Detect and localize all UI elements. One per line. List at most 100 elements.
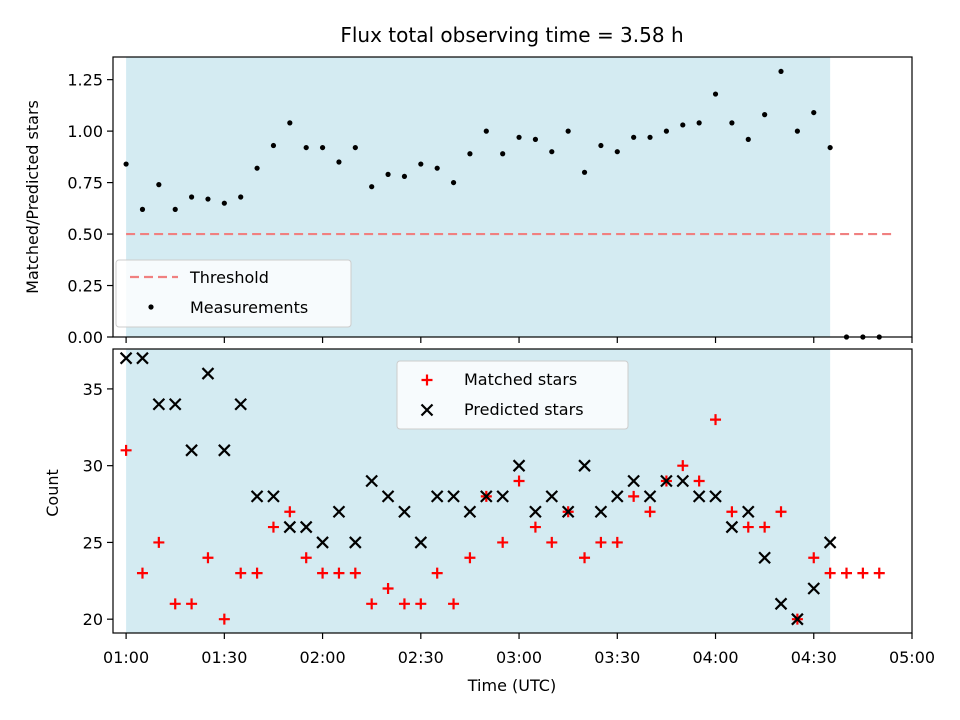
predicted-star-point: [430, 490, 444, 503]
matched-star-point: [677, 460, 689, 472]
measurement-point: [565, 128, 571, 134]
matched-star-point: [873, 567, 885, 579]
predicted-star-point: [774, 597, 788, 611]
measurement-point: [532, 136, 539, 142]
matched-star-point: [136, 567, 148, 579]
measurement-point: [549, 149, 555, 155]
predicted-star-point: [283, 520, 297, 534]
measurement-point: [303, 144, 309, 151]
matched-star-point: [349, 567, 361, 579]
matched-star-point: [824, 567, 836, 579]
predicted-star-point: [250, 490, 264, 503]
measurement-point: [172, 206, 178, 212]
predicted-star-point: [299, 520, 313, 534]
bottom-y-axis-label: Count: [43, 469, 62, 517]
predicted-star-point: [349, 536, 362, 549]
top-y-ticks: 0.00 0.25 0.50 0.75 1.00 1.25: [67, 71, 113, 347]
predicted-star-point: [463, 505, 477, 519]
legend-matched-marker: [421, 374, 433, 386]
bottom-legend-box: [396, 360, 629, 430]
predicted-star-point: [807, 582, 821, 595]
top-y-tick-label: 0.25: [67, 277, 103, 296]
matched-star-point: [382, 582, 394, 594]
measurement-point: [385, 171, 391, 177]
measurement-point: [418, 161, 424, 167]
legend-plus: [421, 374, 433, 386]
matched-star-point: [611, 536, 623, 548]
measurement-point: [434, 165, 440, 171]
top-y-tick-label: 0.00: [67, 328, 103, 347]
measurement-point: [778, 68, 784, 75]
top-legend: Threshold Measurements: [115, 259, 352, 328]
predicted-star-point: [332, 505, 346, 519]
predicted-star-point: [692, 490, 706, 503]
measurement-point: [139, 206, 146, 212]
predicted-star-point: [496, 490, 509, 503]
measurement-point: [156, 182, 162, 188]
predicted-stars-points: [119, 351, 837, 626]
measurement-point: [500, 151, 506, 157]
matched-star-point: [808, 552, 820, 564]
predicted-star-point: [725, 520, 739, 534]
matched-star-point: [595, 536, 607, 548]
legend-measurement-marker: [148, 304, 154, 310]
bottom-y-ticks: 20 25 30 35: [83, 380, 113, 629]
measurement-point: [352, 144, 358, 151]
predicted-star-point: [414, 536, 428, 549]
matched-star-point: [186, 598, 198, 610]
measurement-point: [254, 165, 260, 171]
matched-star-point: [300, 552, 312, 564]
bottom-y-tick-label: 35: [83, 380, 103, 399]
measurement-point: [647, 134, 653, 140]
top-y-axis-label: Matched/Predicted stars: [23, 100, 42, 294]
matched-star-point: [153, 536, 165, 548]
x-tick-label: 03:00: [496, 648, 542, 667]
measurement-point: [516, 134, 522, 140]
predicted-star-point: [545, 490, 559, 503]
matched-star-point: [398, 598, 410, 610]
matched-star-point: [726, 506, 738, 518]
measurement-point: [581, 169, 588, 175]
measurement-point: [450, 179, 457, 186]
predicted-star-point: [823, 536, 837, 549]
matched-star-point: [251, 567, 263, 579]
measurement-point: [369, 184, 375, 190]
matched-star-point: [235, 567, 247, 579]
matched-star-point: [628, 490, 640, 502]
predicted-star-point: [529, 505, 542, 519]
measurement-point: [270, 142, 277, 149]
matched-star-point: [841, 567, 853, 579]
measurement-point: [221, 200, 227, 206]
measurement-point: [287, 120, 293, 126]
top-y-tick-label: 0.50: [67, 225, 103, 244]
x-tick-label: 02:00: [300, 648, 346, 667]
predicted-star-point: [709, 490, 722, 503]
legend-cross: [420, 403, 434, 417]
x-tick-label: 01:00: [103, 648, 149, 667]
predicted-star-point: [578, 459, 591, 472]
predicted-star-point: [512, 459, 526, 472]
matched-star-point: [759, 521, 771, 533]
matched-star-point: [710, 414, 722, 426]
measurement-point: [680, 122, 686, 128]
top-y-tick-label: 1.25: [67, 71, 103, 90]
predicted-star-point: [136, 351, 149, 365]
predicted-star-point: [561, 505, 575, 519]
predicted-star-point: [119, 351, 133, 365]
measurement-point: [811, 109, 817, 116]
predicted-star-point: [316, 536, 329, 549]
x-tick-label: 04:30: [791, 648, 837, 667]
matched-star-point: [415, 598, 427, 610]
measurement-point: [467, 151, 473, 157]
measurement-point: [188, 194, 195, 200]
measurement-point: [712, 91, 719, 97]
measurement-point: [631, 134, 637, 140]
bottom-y-tick-label: 30: [83, 457, 103, 476]
predicted-star-point: [660, 474, 673, 488]
measurement-points: [123, 68, 882, 340]
measurement-point: [696, 120, 702, 126]
measurement-point: [336, 159, 342, 165]
predicted-star-point: [791, 612, 804, 626]
measurement-point: [123, 161, 129, 167]
